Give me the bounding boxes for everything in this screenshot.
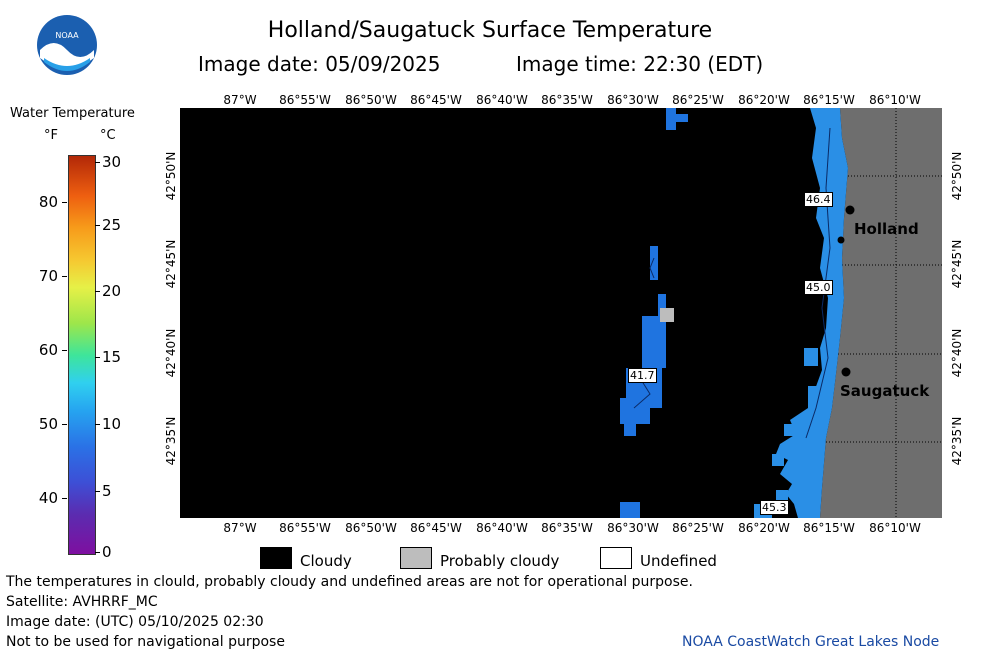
lon-label-top: 86°15'W (794, 93, 864, 107)
lon-label-top: 86°40'W (467, 93, 537, 107)
f-tick: 70 (20, 267, 58, 285)
lat-label-left: 42°50'N (164, 141, 178, 211)
f-tick-mark (62, 498, 67, 499)
lon-label-bottom: 86°35'W (532, 521, 602, 535)
lon-label-top: 86°25'W (663, 93, 733, 107)
f-tick: 60 (20, 341, 58, 359)
temp-label: 46.4 (804, 192, 833, 207)
lon-label-top: 86°10'W (860, 93, 930, 107)
colorbar-title: Water Temperature (10, 106, 135, 121)
probably-cloudy-patch (660, 308, 674, 322)
lon-label-bottom: 86°55'W (270, 521, 340, 535)
c-tick: 15 (102, 348, 121, 366)
c-tick-mark (95, 491, 100, 492)
lat-label-left: 42°45'N (164, 229, 178, 299)
f-tick: 80 (20, 193, 58, 211)
temperature-map: Holland Saugatuck 46.4 45.0 41.7 45.3 (180, 108, 942, 518)
lat-label-left: 42°40'N (164, 318, 178, 388)
lon-label-top: 86°20'W (729, 93, 799, 107)
page-title: Holland/Saugatuck Surface Temperature (180, 18, 800, 43)
lat-label-right: 42°40'N (950, 318, 964, 388)
holland-marker (846, 206, 855, 215)
c-tick-mark (95, 291, 100, 292)
lon-label-bottom: 86°30'W (598, 521, 668, 535)
temp-label: 41.7 (628, 368, 657, 383)
noaa-logo-icon: NOAA (36, 14, 98, 76)
lon-label-top: 86°45'W (401, 93, 471, 107)
c-tick-mark (95, 424, 100, 425)
unit-fahrenheit: °F (44, 128, 58, 143)
legend-cloudy-swatch (260, 547, 292, 569)
f-tick-mark (62, 202, 67, 203)
image-time: Image time: 22:30 (EDT) (516, 52, 763, 76)
lat-label-right: 42°35'N (950, 406, 964, 476)
lat-label-left: 42°35'N (164, 406, 178, 476)
lon-label-bottom: 86°25'W (663, 521, 733, 535)
lon-label-bottom: 86°20'W (729, 521, 799, 535)
legend-undefined-label: Undefined (640, 552, 717, 570)
footer-note: The temperatures in clould, probably clo… (6, 574, 693, 590)
temperature-colorbar (68, 155, 96, 555)
footer-credit: NOAA CoastWatch Great Lakes Node (682, 634, 939, 650)
c-tick: 20 (102, 282, 121, 300)
c-tick: 0 (102, 543, 112, 561)
footer-warning: Not to be used for navigational purpose (6, 634, 285, 650)
c-tick: 25 (102, 216, 121, 234)
lon-label-top: 86°30'W (598, 93, 668, 107)
saugatuck-marker (842, 368, 851, 377)
holland-marker-2 (838, 237, 845, 244)
lon-label-bottom: 86°45'W (401, 521, 471, 535)
c-tick: 5 (102, 482, 112, 500)
temp-label: 45.0 (804, 280, 833, 295)
lon-label-bottom: 86°15'W (794, 521, 864, 535)
f-tick-mark (62, 276, 67, 277)
lon-label-top: 86°35'W (532, 93, 602, 107)
f-tick: 40 (20, 489, 58, 507)
legend-undefined-swatch (600, 547, 632, 569)
lon-label-bottom: 87°W (205, 521, 275, 535)
c-tick: 10 (102, 415, 121, 433)
f-tick-mark (62, 350, 67, 351)
temp-label: 45.3 (760, 500, 789, 515)
c-tick-mark (95, 162, 100, 163)
svg-text:NOAA: NOAA (55, 31, 79, 40)
lon-label-top: 86°50'W (336, 93, 406, 107)
footer-utc-date: Image date: (UTC) 05/10/2025 02:30 (6, 614, 264, 630)
footer-satellite: Satellite: AVHRRF_MC (6, 594, 158, 610)
f-tick-mark (62, 424, 67, 425)
image-date: Image date: 05/09/2025 (198, 52, 440, 76)
legend-cloudy-label: Cloudy (300, 552, 352, 570)
lat-label-right: 42°45'N (950, 229, 964, 299)
city-saugatuck: Saugatuck (840, 382, 929, 400)
f-tick: 50 (20, 415, 58, 433)
c-tick: 30 (102, 153, 121, 171)
c-tick-mark (95, 357, 100, 358)
lon-label-bottom: 86°40'W (467, 521, 537, 535)
lon-label-bottom: 86°10'W (860, 521, 930, 535)
lon-label-bottom: 86°50'W (336, 521, 406, 535)
c-tick-mark (95, 552, 100, 553)
legend-probably-cloudy-label: Probably cloudy (440, 552, 559, 570)
lon-label-top: 86°55'W (270, 93, 340, 107)
lon-label-top: 87°W (205, 93, 275, 107)
unit-celsius: °C (100, 128, 116, 143)
c-tick-mark (95, 225, 100, 226)
lat-label-right: 42°50'N (950, 141, 964, 211)
city-holland: Holland (854, 220, 919, 238)
legend-probably-cloudy-swatch (400, 547, 432, 569)
